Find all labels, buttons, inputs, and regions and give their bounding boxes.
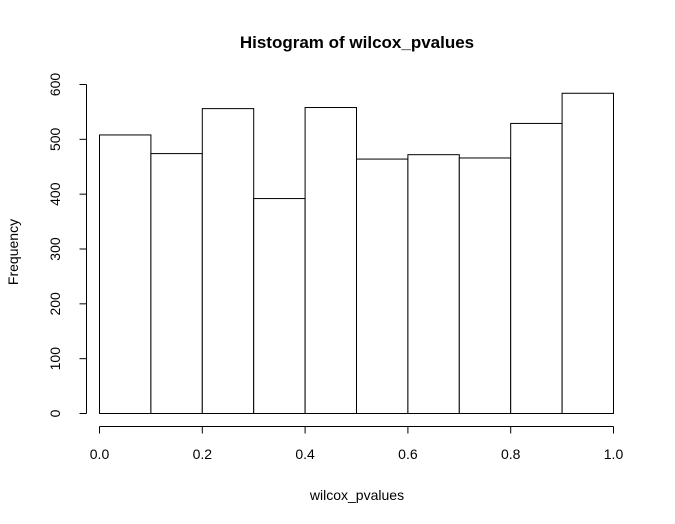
- histogram-bar: [458, 157, 512, 414]
- y-axis-label: Frequency: [5, 219, 21, 285]
- histogram-bar: [150, 153, 203, 414]
- x-axis-label: wilcox_pvalues: [309, 487, 404, 503]
- y-axis: 0 100 200 300 400 500 600: [47, 73, 87, 417]
- x-tick-label: 0.6: [398, 446, 418, 462]
- chart-title: Histogram of wilcox_pvalues: [240, 33, 474, 52]
- y-tick-label: 500: [47, 127, 63, 151]
- histogram-bar: [561, 92, 614, 414]
- y-tick-label: 400: [47, 182, 63, 206]
- histogram-bar: [407, 154, 460, 414]
- histogram-bar: [99, 134, 152, 415]
- x-tick-label: 0.2: [193, 446, 213, 462]
- x-tick-label: 1.0: [604, 446, 624, 462]
- y-tick-label: 200: [47, 292, 63, 316]
- bars-group: [99, 92, 614, 415]
- x-axis: 0.0 0.2 0.4 0.6 0.8 1.0: [90, 426, 624, 462]
- y-tick-label: 600: [47, 73, 63, 97]
- y-tick-label: 300: [47, 237, 63, 261]
- histogram-bar: [356, 158, 409, 414]
- histogram-bar: [253, 198, 306, 414]
- y-tick-label: 100: [47, 347, 63, 371]
- y-tick-label: 0: [47, 409, 63, 417]
- x-tick-label: 0.8: [501, 446, 521, 462]
- histogram-bar: [201, 108, 255, 414]
- histogram-bar: [510, 122, 563, 414]
- x-tick-label: 0.4: [295, 446, 315, 462]
- histogram-bar: [304, 107, 358, 414]
- x-tick-label: 0.0: [90, 446, 110, 462]
